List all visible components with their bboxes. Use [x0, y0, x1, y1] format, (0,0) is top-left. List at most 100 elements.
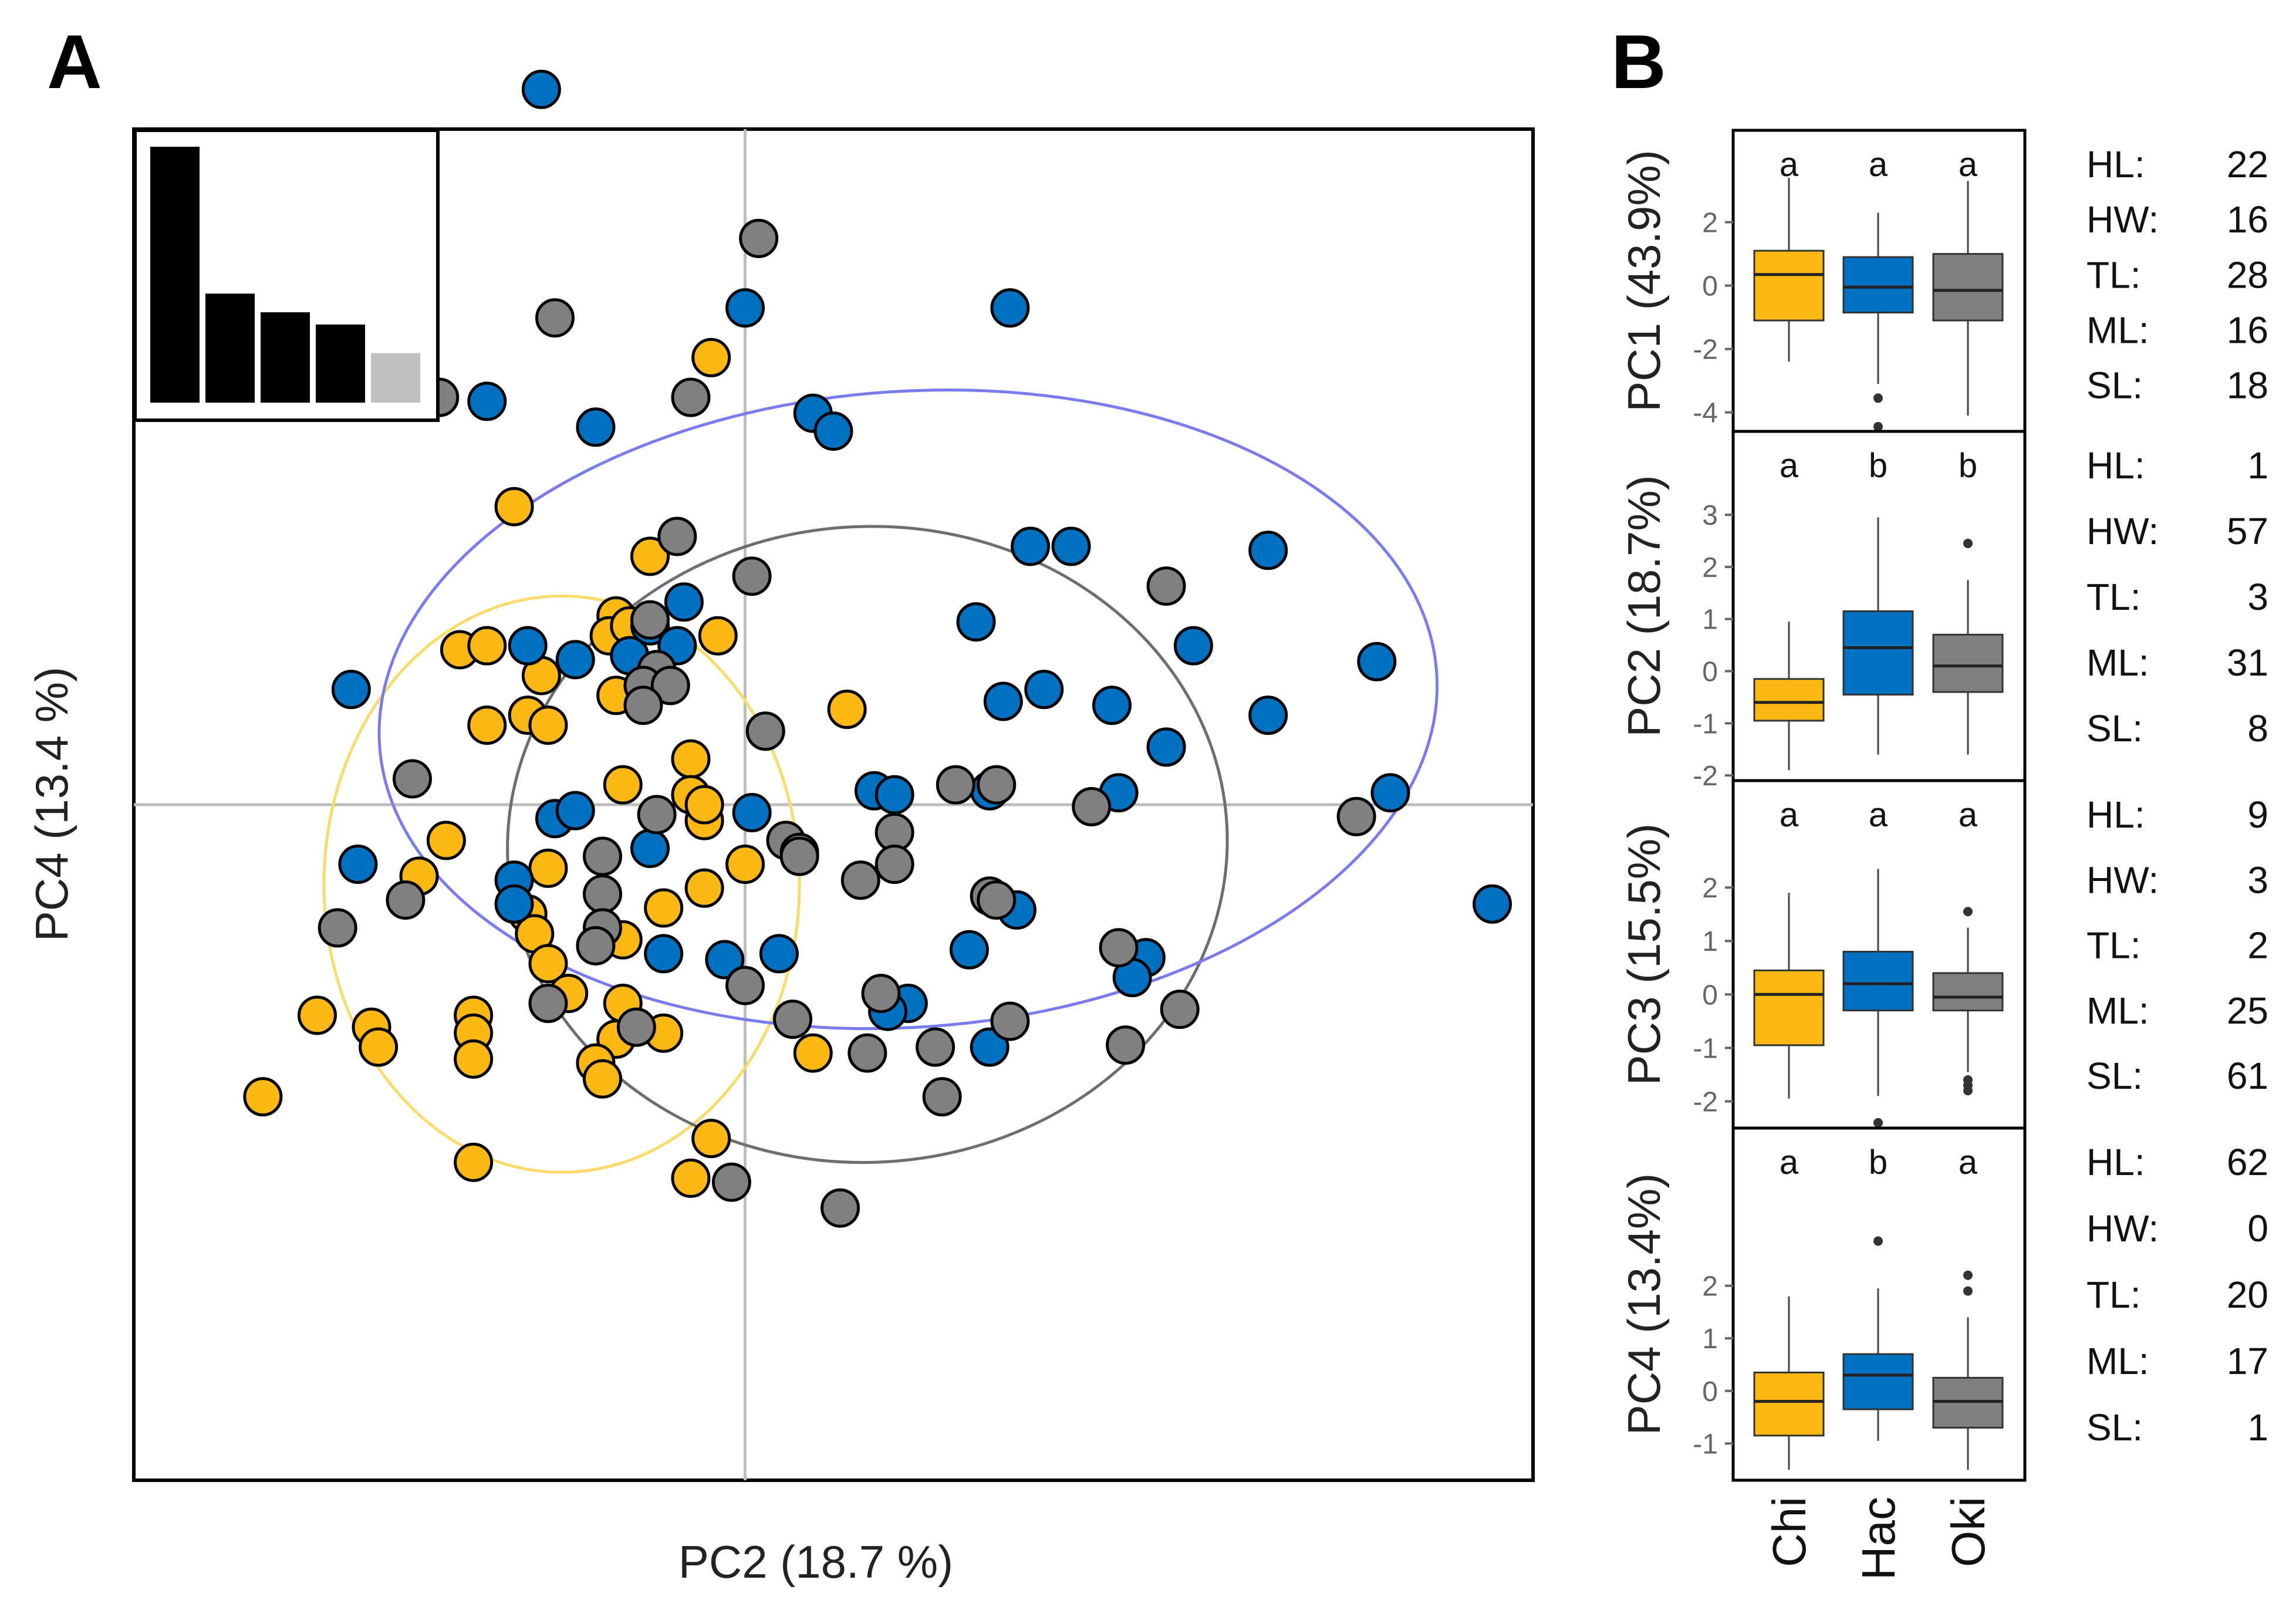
boxplot-y-axis-title: PC3 (15.5%)	[1618, 823, 1670, 1086]
point-oki	[840, 860, 880, 900]
loading-value-hl: 22	[2227, 143, 2268, 185]
point-oki	[583, 874, 623, 914]
loading-label-ml: ML:	[2086, 642, 2149, 684]
y-tick-label: 0	[1702, 271, 1718, 302]
point-chi	[467, 705, 507, 745]
significance-letter: b	[1869, 447, 1888, 485]
boxplot-panel-pc2: -2 -1 0 1 2 3 PC2 (18.7%) a b b HL: 1 HW: 57 TL: 3 ML: 31…	[1618, 430, 2268, 792]
y-tick-label: -1	[1693, 1429, 1718, 1460]
ellipse-hac	[377, 389, 1439, 1030]
point-hac	[990, 288, 1030, 328]
y-tick-label: 3	[1702, 500, 1718, 531]
x-axis-title: PC2 (18.7 %)	[678, 1536, 953, 1588]
box-oki	[1932, 181, 2004, 416]
box-hac	[1842, 212, 1914, 431]
loading-label-sl: SL:	[2086, 1406, 2143, 1449]
y-tick-label: -2	[1693, 335, 1718, 366]
point-chi	[671, 739, 711, 779]
point-chi	[725, 845, 765, 885]
box-iqr	[1842, 256, 1914, 313]
point-chi	[684, 868, 724, 908]
loading-label-ml: ML:	[2086, 1340, 2149, 1382]
panel-b-label: B	[1611, 19, 1666, 104]
point-chi	[359, 1027, 399, 1067]
loading-value-sl: 8	[2247, 707, 2268, 750]
loading-value-hl: 62	[2227, 1141, 2268, 1183]
loading-label-ml: ML:	[2086, 309, 2149, 351]
box-iqr	[1842, 1353, 1914, 1410]
point-oki	[637, 795, 677, 835]
box-chi	[1753, 1296, 1825, 1470]
box-iqr	[1753, 969, 1825, 1047]
point-chi	[467, 626, 507, 666]
scree-bar-pc2	[205, 293, 255, 403]
loading-label-tl: TL:	[2086, 254, 2140, 296]
point-chi	[698, 616, 738, 656]
point-oki	[711, 1162, 751, 1202]
ellipse-chi	[322, 595, 801, 1174]
point-hac	[521, 69, 561, 109]
box-chi	[1753, 622, 1825, 771]
loading-value-ml: 17	[2227, 1340, 2268, 1382]
point-oki	[977, 880, 1017, 920]
loading-value-sl: 18	[2227, 364, 2268, 407]
y-tick-label: 2	[1702, 208, 1718, 239]
point-oki	[773, 1000, 813, 1039]
loading-label-tl: TL:	[2086, 1274, 2140, 1316]
point-chi	[671, 1158, 711, 1198]
point-hac	[1370, 773, 1410, 813]
y-tick-label: 1	[1702, 1324, 1718, 1355]
outlier-point	[1963, 1086, 1973, 1096]
point-chi	[243, 1077, 283, 1117]
box-hac	[1842, 517, 1914, 755]
loading-value-tl: 2	[2247, 924, 2268, 967]
point-oki	[916, 1027, 955, 1067]
box-iqr	[1932, 253, 2004, 322]
y-tick-label: -1	[1693, 1033, 1718, 1064]
loading-value-hw: 0	[2247, 1207, 2268, 1250]
loading-label-sl: SL:	[2086, 707, 2143, 750]
y-tick-label: 0	[1702, 1376, 1718, 1407]
point-oki	[583, 836, 623, 876]
point-oki	[779, 836, 819, 876]
point-hac	[970, 1027, 1009, 1067]
loading-label-sl: SL:	[2086, 364, 2143, 407]
box-iqr	[1753, 678, 1825, 722]
point-hac	[630, 828, 670, 868]
significance-letter: b	[1959, 447, 1977, 485]
box-iqr	[1753, 249, 1825, 322]
point-hac	[1248, 531, 1288, 570]
loading-label-hl: HL:	[2086, 1141, 2145, 1183]
point-oki	[1336, 796, 1376, 836]
y-tick-label: -4	[1693, 398, 1718, 429]
point-oki	[848, 1033, 887, 1073]
scatter-points	[243, 69, 1512, 1228]
point-hac	[467, 382, 507, 421]
y-tick-label: -1	[1693, 708, 1718, 740]
loading-label-hl: HL:	[2086, 444, 2145, 487]
point-oki	[657, 517, 697, 556]
point-hac	[1473, 884, 1512, 924]
point-oki	[650, 666, 690, 705]
box-iqr	[1932, 972, 2004, 1012]
y-tick-label: 2	[1702, 552, 1718, 583]
point-oki	[386, 880, 426, 920]
point-oki	[922, 1077, 962, 1117]
point-oki	[1099, 928, 1139, 968]
y-tick-label: -2	[1693, 761, 1718, 792]
loading-label-hw: HW:	[2086, 859, 2159, 901]
loading-label-sl: SL:	[2086, 1055, 2143, 1097]
outlier-point	[1873, 393, 1883, 403]
point-hac	[705, 940, 745, 980]
significance-letter: a	[1959, 1143, 1978, 1181]
y-tick-label: 2	[1702, 873, 1718, 904]
point-hac	[874, 775, 914, 815]
loading-value-ml: 16	[2227, 309, 2268, 351]
boxplot-panel-pc3: -2 -1 0 1 2 PC3 (15.5%) a a a HL: 9 HW: 3 TL: 2 ML: 25 SL…	[1618, 779, 2268, 1130]
y-axis-title: PC4 (13.4 %)	[26, 667, 77, 941]
point-hac	[555, 640, 595, 680]
significance-letter: a	[1959, 146, 1978, 184]
point-chi	[297, 995, 337, 1035]
loading-label-hl: HL:	[2086, 794, 2145, 836]
